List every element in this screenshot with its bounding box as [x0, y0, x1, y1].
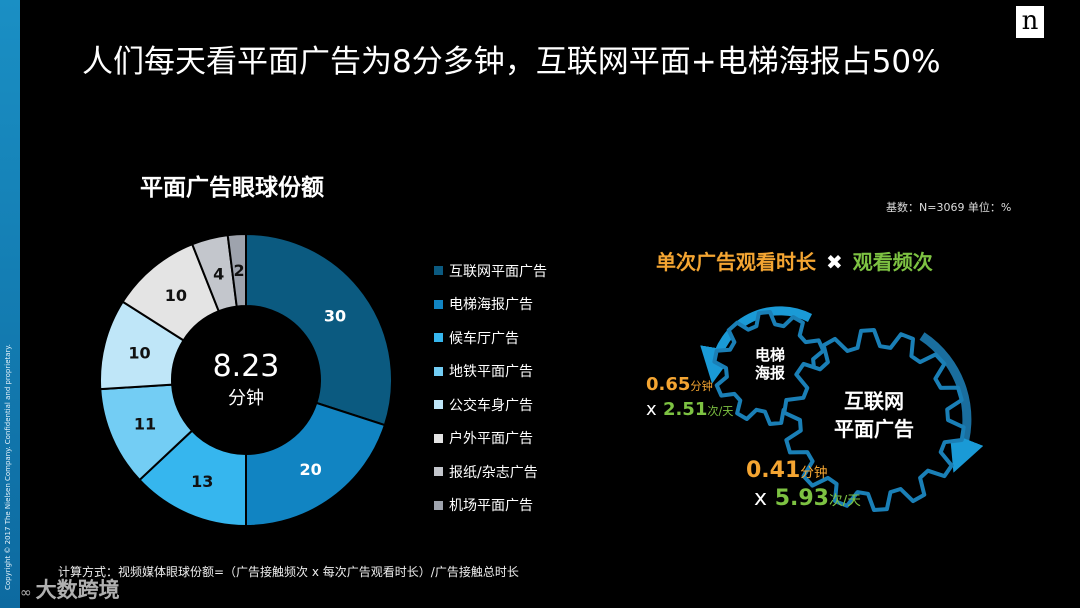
legend-swatch: [434, 400, 443, 410]
legend-label: 候车厅广告: [449, 330, 519, 347]
large-gear-arrow-icon: [919, 332, 984, 473]
factor-frequency-label: 观看频次: [852, 250, 933, 274]
legend-label: 机场平面广告: [449, 498, 533, 515]
elevator-duration-unit: 分钟: [690, 380, 713, 393]
legend-item: 电梯海报广告: [434, 288, 547, 322]
page-title: 人们每天看平面广告为8分多钟，互联网平面+电梯海报占50%: [82, 44, 941, 80]
elevator-times-sign: x: [646, 399, 657, 420]
gears-diagram: 电梯 海报 互联网 平面广告: [700, 306, 984, 512]
internet-frequency-value: 5.93: [774, 486, 829, 511]
formula-header: 单次广告观看时长 ✖ 观看频次: [656, 246, 933, 275]
legend-item: 户外平面广告: [434, 422, 547, 456]
watermark: ∞ 大数跨境: [20, 574, 120, 604]
donut-slice-label-4: 11: [134, 415, 156, 434]
donut-slice-2: [245, 401, 387, 528]
base-note: 基数：N=3069 单位：%: [886, 201, 1012, 214]
donut-slice-label-3: 13: [191, 472, 213, 491]
elevator-duration-value: 0.65: [646, 374, 691, 395]
donut-slice-label-7: 4: [213, 264, 224, 283]
center-value: 8.23: [213, 349, 280, 384]
legend-item: 报纸/杂志广告: [434, 455, 547, 489]
legend-swatch: [434, 467, 443, 477]
donut-slice-label-8: 2: [234, 261, 245, 280]
legend-label: 电梯海报广告: [449, 297, 533, 314]
large-gear-label-line2: 平面广告: [834, 417, 914, 441]
gear-large-outline: [782, 328, 966, 512]
legend-item: 公交车身广告: [434, 388, 547, 422]
copyright-notice: Copyright © 2017 The Nielsen Company. Co…: [4, 344, 12, 590]
watermark-text: 大数跨境: [35, 578, 120, 602]
legend-swatch: [434, 433, 443, 443]
legend-item: 候车厅广告: [434, 321, 547, 355]
watermark-logo-icon: ∞: [20, 585, 32, 601]
factor-duration-label: 单次广告观看时长: [656, 250, 816, 274]
legend-item: 地铁平面广告: [434, 355, 547, 389]
donut-slice-1: [245, 232, 393, 427]
internet-duration-stat: 0.41分钟: [746, 458, 828, 483]
small-gear-label-line1: 电梯: [755, 346, 785, 364]
calculation-footnote: 计算方式：视频媒体眼球份额=（广告接触频次 x 每次广告观看时长）/广告接触总时…: [58, 565, 519, 579]
internet-duration-value: 0.41: [746, 458, 801, 483]
left-accent-bar: [0, 0, 20, 608]
chart-title: 平面广告眼球份额: [140, 175, 324, 201]
legend-item: 互联网平面广告: [434, 254, 547, 288]
elevator-frequency-stat: x 2.51次/天: [646, 399, 733, 420]
donut-chart: 30 20 13 11 10 10 4 2 8.23 分钟: [99, 232, 393, 528]
legend-label: 地铁平面广告: [449, 364, 533, 381]
legend-swatch: [434, 366, 443, 376]
internet-times-sign: x: [754, 486, 768, 511]
chart-legend: 互联网平面广告 电梯海报广告 候车厅广告地铁平面广告 公交车身广告 户外平面广告 报纸/杂…: [434, 254, 547, 522]
legend-swatch: [434, 299, 443, 309]
nielsen-logo: n: [1016, 6, 1044, 38]
center-unit: 分钟: [228, 388, 264, 409]
internet-frequency-unit: 次/天: [828, 493, 861, 509]
legend-item: 机场平面广告: [434, 489, 547, 523]
large-gear-label-line1: 互联网: [844, 389, 904, 413]
legend-label: 户外平面广告: [449, 431, 533, 448]
elevator-frequency-unit: 次/天: [707, 405, 734, 418]
small-gear-label-line2: 海报: [755, 364, 785, 382]
donut-slice-8: [226, 232, 247, 308]
donut-slice-label-1: 30: [324, 306, 346, 325]
legend-label: 公交车身广告: [449, 397, 533, 414]
multiply-icon: ✖: [826, 250, 843, 274]
elevator-duration-stat: 0.65分钟: [646, 374, 713, 395]
internet-frequency-stat: x 5.93次/天: [754, 486, 861, 511]
legend-label: 报纸/杂志广告: [449, 464, 538, 481]
legend-swatch: [434, 333, 443, 343]
legend-label: 互联网平面广告: [449, 263, 547, 280]
donut-slice-label-2: 20: [300, 460, 322, 479]
elevator-frequency-value: 2.51: [662, 399, 708, 420]
donut-slice-label-6: 10: [165, 286, 187, 305]
large-gear-icon: [782, 328, 966, 512]
internet-duration-unit: 分钟: [800, 465, 828, 481]
donut-slice-label-5: 10: [128, 344, 150, 363]
legend-swatch: [434, 266, 443, 276]
legend-swatch: [434, 500, 443, 510]
